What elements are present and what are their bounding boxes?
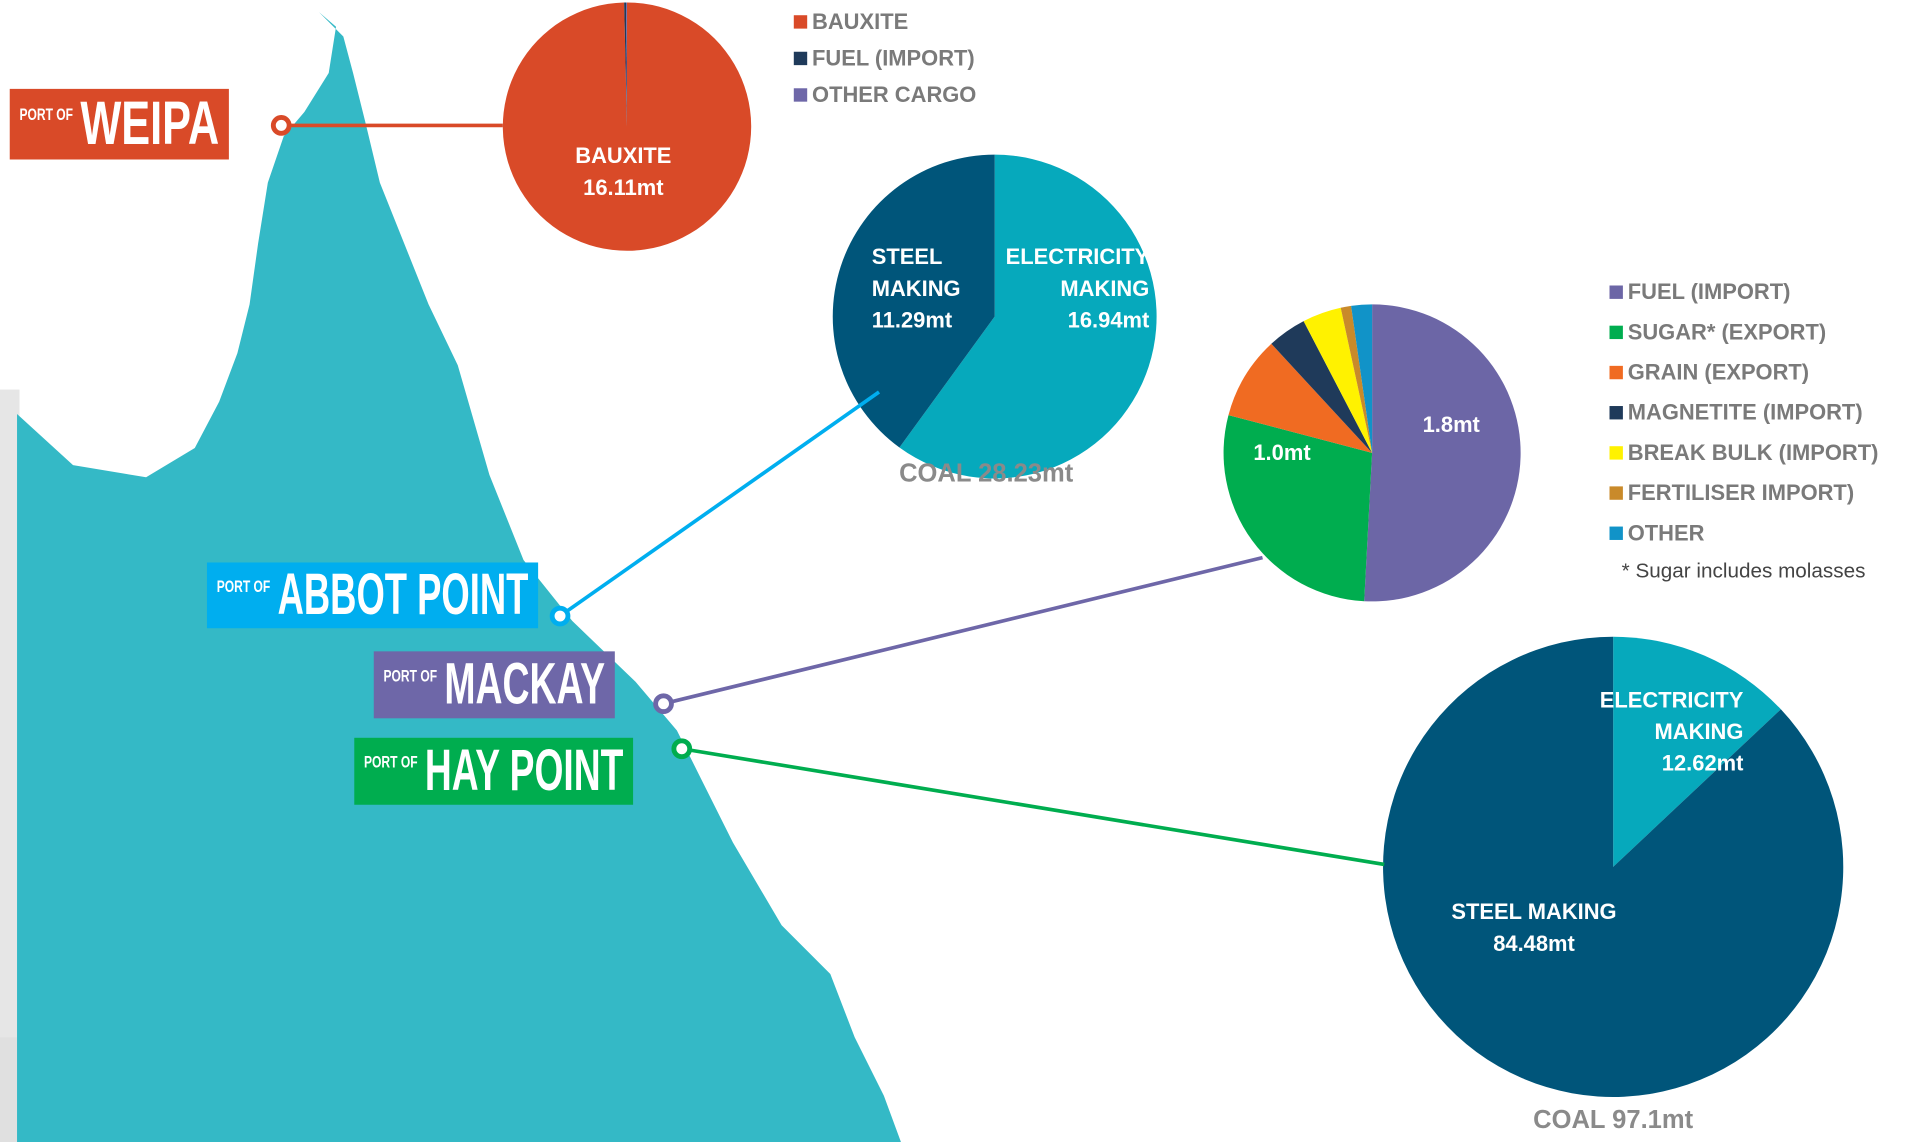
legend-label: MAGNETITE (IMPORT): [1628, 400, 1863, 425]
legend-label: GRAIN (EXPORT): [1628, 360, 1809, 385]
slice-label: BAUXITE 16.11mt: [550, 140, 696, 203]
pie-slice: [1271, 321, 1373, 453]
slice-label-box: 1.8mt: [1403, 409, 1500, 441]
slice-label-box: STEEL MAKING 11.29mt: [872, 241, 982, 336]
connector: [558, 390, 881, 618]
legend-label: BAUXITE: [812, 9, 908, 34]
slice-value: 1.8mt: [1422, 412, 1480, 438]
slice-value: 16.11mt: [583, 175, 664, 200]
legend-label: FUEL (IMPORT): [812, 45, 975, 70]
legend-swatch: [793, 15, 808, 29]
pie-slice: [832, 154, 995, 448]
legend-label: OTHER: [1628, 520, 1705, 545]
legend-label: SUGAR* (EXPORT): [1628, 319, 1826, 344]
slice-label-box: BAUXITE 16.11mt: [550, 140, 696, 203]
connector: [663, 555, 1263, 706]
port-prefix: PORT OF: [364, 753, 418, 772]
chart-title: COAL 97.1mt: [1533, 1106, 1693, 1134]
slice-label: STEEL MAKING 84.48mt: [1412, 896, 1655, 959]
legend-swatch: [1609, 526, 1623, 540]
slice-label: ELECTRICITY MAKING 12.62mt: [1571, 684, 1744, 779]
pie-slice: [626, 2, 627, 127]
slice-label: 1.0mt: [1233, 437, 1330, 469]
pie-slice: [899, 154, 1157, 479]
slice-label: STEEL MAKING 11.29mt: [872, 241, 982, 336]
pie-slice: [1383, 636, 1844, 1097]
pie-slice: [1351, 304, 1373, 453]
footnote: * Sugar includes molasses: [1622, 560, 1866, 583]
slice-value: 12.62mt: [1661, 751, 1744, 776]
port-dot: [549, 605, 571, 627]
pie-slice: [502, 2, 752, 251]
legend-swatch: [1609, 446, 1623, 460]
connector: [681, 746, 1385, 867]
pie-slice: [1228, 343, 1373, 453]
port-name: ABBOT POINT: [278, 562, 529, 627]
slice-value: 11.29mt: [871, 308, 953, 333]
slice-label-box: ELECTRICITY MAKING 16.94mt: [979, 241, 1150, 336]
chart-title: COAL 28.23mt: [899, 460, 1074, 488]
port-dot: [270, 115, 292, 136]
port-badge: [354, 737, 634, 805]
slice-name: STEEL MAKING: [1451, 899, 1617, 925]
slice-value: 16.94mt: [1067, 308, 1150, 333]
slice-label-box: STEEL MAKING 84.48mt: [1412, 896, 1655, 959]
legend-label: FUEL (IMPORT): [1628, 279, 1791, 304]
port-badge: [9, 88, 229, 160]
pie-slice: [1613, 636, 1781, 867]
port-prefix: PORT OF: [217, 577, 271, 596]
port-badge: [373, 651, 615, 719]
legend-label: OTHER CARGO: [812, 82, 976, 107]
port-name: MACKAY: [444, 652, 605, 717]
legend-label: BREAK BULK (IMPORT): [1628, 440, 1879, 465]
legend-swatch: [793, 88, 808, 102]
slice-label-box: ELECTRICITY MAKING 12.62mt: [1571, 684, 1744, 779]
legend-swatch: [1609, 486, 1623, 500]
port-name: HAY POINT: [425, 738, 624, 803]
pie-slice: [624, 2, 627, 127]
legend-swatch: [793, 51, 808, 66]
legend-swatch: [1609, 365, 1623, 380]
slice-label: 1.8mt: [1403, 409, 1500, 441]
port-prefix: PORT OF: [19, 105, 73, 124]
port-name: WEIPA: [80, 89, 219, 157]
port-prefix: PORT OF: [384, 666, 438, 685]
slice-value: 84.48mt: [1493, 931, 1575, 956]
slice-name: BAUXITE: [575, 143, 672, 169]
slice-name: ELECTRICITY MAKING: [1005, 244, 1150, 301]
port-dot: [671, 738, 693, 760]
legend-swatch: [1609, 406, 1623, 420]
slice-label-box: 1.0mt: [1233, 437, 1330, 469]
slice-value: 1.0mt: [1253, 440, 1311, 466]
legend-swatch: [1609, 285, 1623, 299]
legend-swatch: [1609, 325, 1623, 340]
pie-slice: [1364, 304, 1521, 602]
pie-slice: [1340, 305, 1373, 453]
port-dot: [653, 693, 674, 715]
slice-name: STEEL MAKING: [871, 244, 961, 301]
land-gray: [0, 389, 20, 1142]
pie-slice: [1223, 415, 1373, 602]
slice-name: ELECTRICITY MAKING: [1599, 687, 1744, 744]
port-badge: [206, 562, 539, 629]
slice-label: ELECTRICITY MAKING 16.94mt: [979, 241, 1150, 336]
pie-slice: [1303, 307, 1373, 453]
legend-label: FERTILISER IMPORT): [1628, 480, 1854, 505]
